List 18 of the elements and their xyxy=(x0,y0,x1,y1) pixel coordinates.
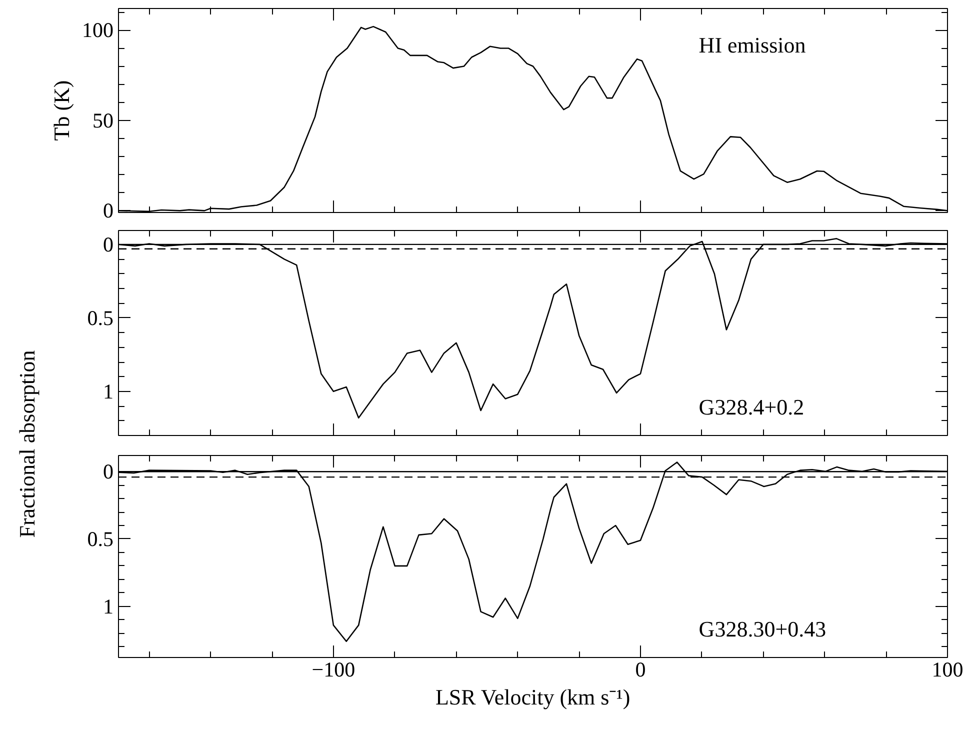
y-tick-label: 0.5 xyxy=(87,526,114,551)
x-axis-title: LSR Velocity (km s⁻¹) xyxy=(435,684,630,710)
y-axis-title: Fractional absorption xyxy=(14,350,40,538)
y-tick-label: 100 xyxy=(82,18,114,42)
annotation: G328.4+0.2 xyxy=(698,394,804,420)
y-tick-label: 0.5 xyxy=(87,306,114,330)
x-tick-label: 100 xyxy=(932,658,964,682)
y-tick-label: 50 xyxy=(92,108,114,132)
x-tick-label: −100 xyxy=(312,658,356,682)
y-tick-label: 0 xyxy=(103,198,114,223)
annotation: HI emission xyxy=(698,32,806,58)
annotation: G328.30+0.43 xyxy=(698,616,826,642)
x-tick-label: 0 xyxy=(635,658,646,682)
y-tick-label: 0 xyxy=(103,460,114,484)
y-tick-label: 1 xyxy=(103,594,114,618)
y-tick-label: 1 xyxy=(103,379,114,404)
y-tick-label: 0 xyxy=(103,232,114,256)
y-axis-title: Tb (K) xyxy=(49,80,74,141)
